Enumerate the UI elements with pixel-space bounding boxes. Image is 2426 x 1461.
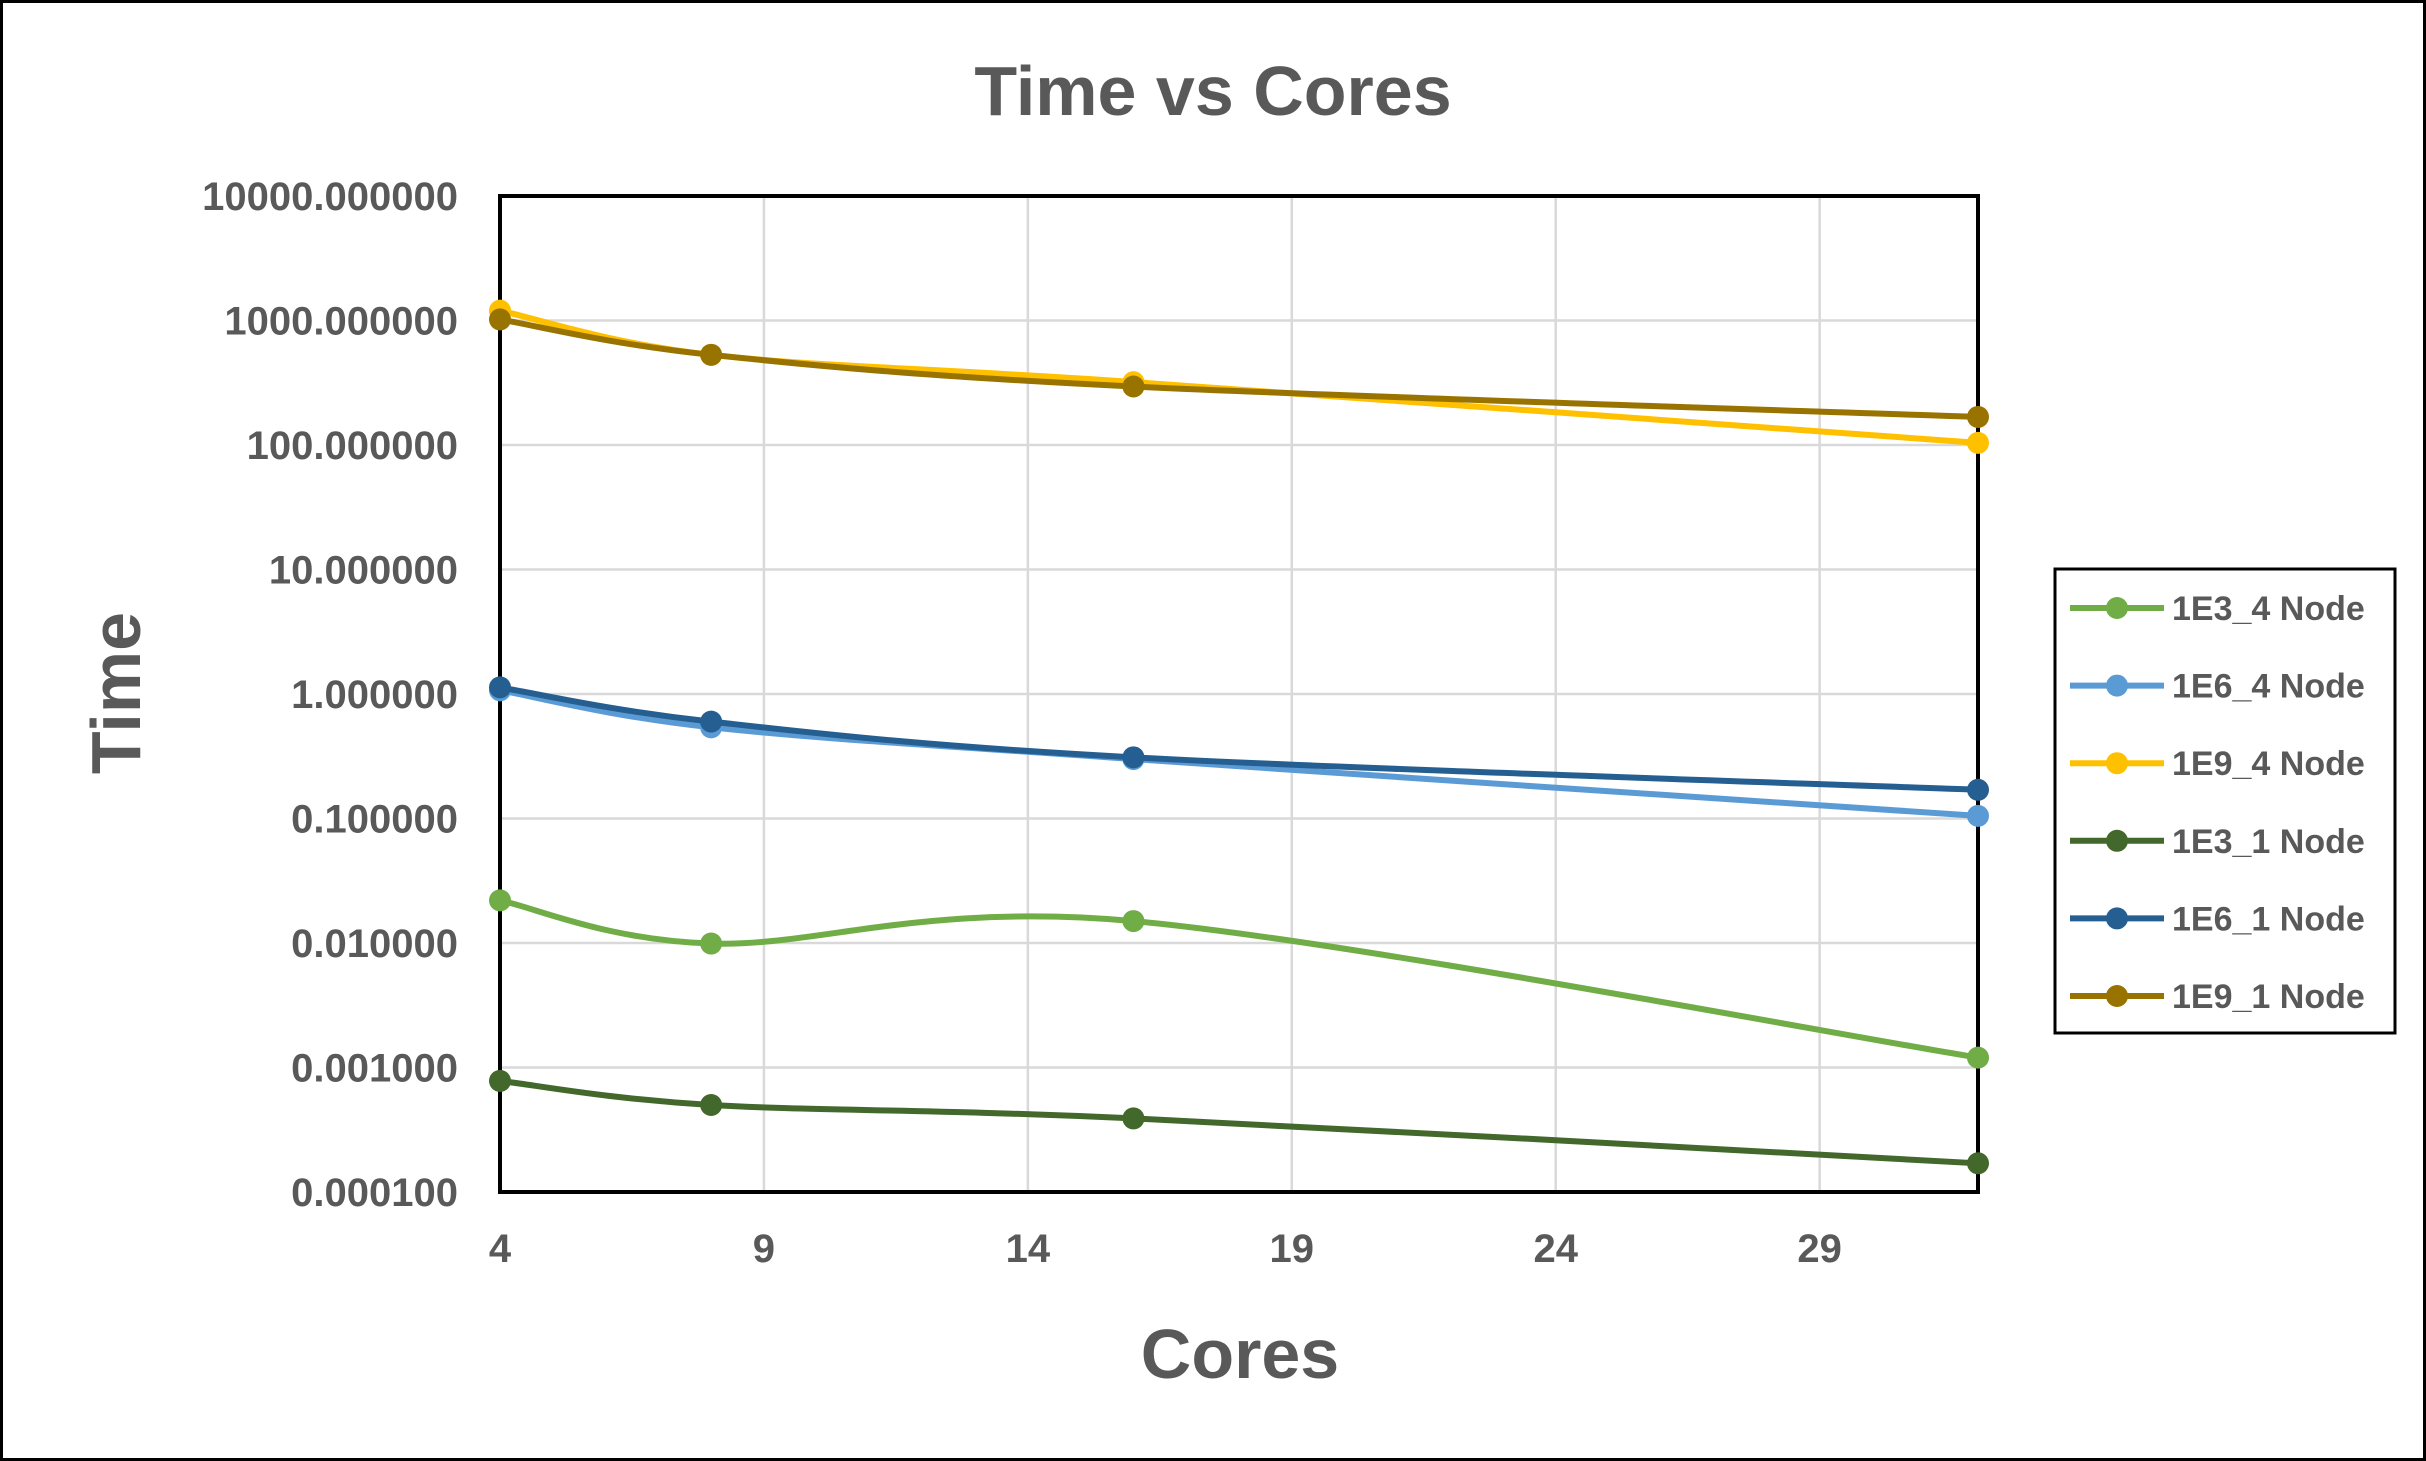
legend-swatch-marker	[2106, 829, 2128, 852]
legend-swatch-marker	[2106, 985, 2128, 1007]
data-point-1e9-4-node	[1967, 431, 1989, 454]
y-tick-label: 0.001000	[291, 1047, 458, 1091]
data-point-1e9-1-node	[700, 343, 723, 366]
legend-swatch-marker	[2106, 674, 2128, 697]
series-line-1e9-1-node	[497, 316, 1981, 420]
legend-label: 1E9_1 Node	[2172, 978, 2365, 1016]
legend-swatch-marker	[2106, 752, 2128, 775]
x-axis-title: Cores	[1141, 1315, 1339, 1393]
series-line-1e9-4-node	[497, 307, 1981, 446]
x-axis-ticks: 4 9 14 19 24 29	[489, 1227, 1842, 1271]
series-1e6-4-node	[489, 679, 1989, 827]
x-tick-label: 29	[1797, 1227, 1842, 1271]
legend-item-1e3-1-node: 1E3_1 Node	[2070, 823, 2365, 861]
data-point-1e3-4-node	[700, 932, 723, 955]
data-point-1e6-1-node	[1967, 778, 1989, 801]
legend-item-1e6-4-node: 1E6_4 Node	[2070, 668, 2365, 706]
y-axis-title: Time	[77, 612, 155, 774]
data-point-1e6-1-node	[700, 710, 723, 733]
x-tick-label: 19	[1270, 1227, 1315, 1271]
data-point-1e9-1-node	[1122, 375, 1145, 398]
legend-item-1e3-4-node: 1E3_4 Node	[2070, 590, 2365, 628]
data-point-1e9-1-node	[489, 308, 511, 331]
series	[489, 299, 1989, 1175]
legend-label: 1E3_4 Node	[2172, 590, 2365, 628]
series-line-1e6-1-node	[497, 684, 1981, 793]
legend-item-1e6-1-node: 1E6_1 Node	[2070, 900, 2365, 938]
y-tick-label: 10000.000000	[202, 175, 458, 219]
data-point-1e3-4-node	[1967, 1046, 1989, 1069]
legend: 1E3_4 Node 1E6_4 Node 1E9_4 Node 1E3_1 Node…	[2053, 567, 2397, 1035]
x-tick-label: 4	[489, 1227, 512, 1271]
legend-label: 1E3_1 Node	[2172, 823, 2365, 861]
data-point-1e6-1-node	[1122, 746, 1145, 769]
y-tick-label: 1000.000000	[224, 300, 458, 344]
series-1e9-4-node	[489, 299, 1989, 454]
data-point-1e3-1-node	[489, 1069, 511, 1092]
data-point-1e3-1-node	[1967, 1152, 1989, 1175]
y-tick-label: 0.010000	[291, 922, 458, 966]
y-tick-label: 0.000100	[291, 1171, 458, 1215]
legend-label: 1E9_4 Node	[2172, 745, 2365, 783]
data-point-1e3-4-node	[1122, 910, 1145, 933]
legend-item-1e9-4-node: 1E9_4 Node	[2070, 745, 2365, 783]
series-1e3-1-node	[489, 1069, 1989, 1175]
x-tick-label: 24	[1533, 1227, 1578, 1271]
data-point-1e3-1-node	[700, 1093, 723, 1116]
data-point-1e6-4-node	[1967, 804, 1989, 827]
series-line-1e3-4-node	[497, 897, 1981, 1061]
legend-label: 1E6_1 Node	[2172, 900, 2365, 938]
legend-item-1e9-1-node: 1E9_1 Node	[2070, 978, 2365, 1016]
series-1e3-4-node	[489, 889, 1989, 1069]
y-tick-label: 0.100000	[291, 798, 458, 842]
data-point-1e3-4-node	[489, 889, 511, 912]
y-tick-label: 100.000000	[247, 424, 458, 468]
series-1e9-1-node	[489, 308, 1989, 428]
data-point-1e3-1-node	[1122, 1107, 1145, 1130]
x-tick-label: 9	[753, 1227, 775, 1271]
y-tick-label: 10.000000	[269, 549, 458, 593]
series-1e6-1-node	[489, 676, 1989, 801]
data-point-1e6-1-node	[489, 676, 511, 699]
legend-swatch-marker	[2106, 907, 2128, 930]
series-line-1e6-4-node	[497, 687, 1981, 819]
series-line-1e3-1-node	[497, 1077, 1981, 1167]
legend-swatch-marker	[2106, 597, 2128, 619]
legend-box	[2053, 567, 2397, 1035]
grid	[498, 194, 1978, 1194]
x-tick-label: 14	[1006, 1227, 1051, 1271]
data-point-1e9-1-node	[1967, 405, 1989, 428]
y-tick-label: 1.000000	[291, 673, 458, 717]
chart-title: Time vs Cores	[974, 52, 1451, 130]
legend-label: 1E6_4 Node	[2172, 668, 2365, 706]
y-axis-ticks: 10000.000000 1000.000000 100.000000 10.0000…	[202, 175, 458, 1215]
